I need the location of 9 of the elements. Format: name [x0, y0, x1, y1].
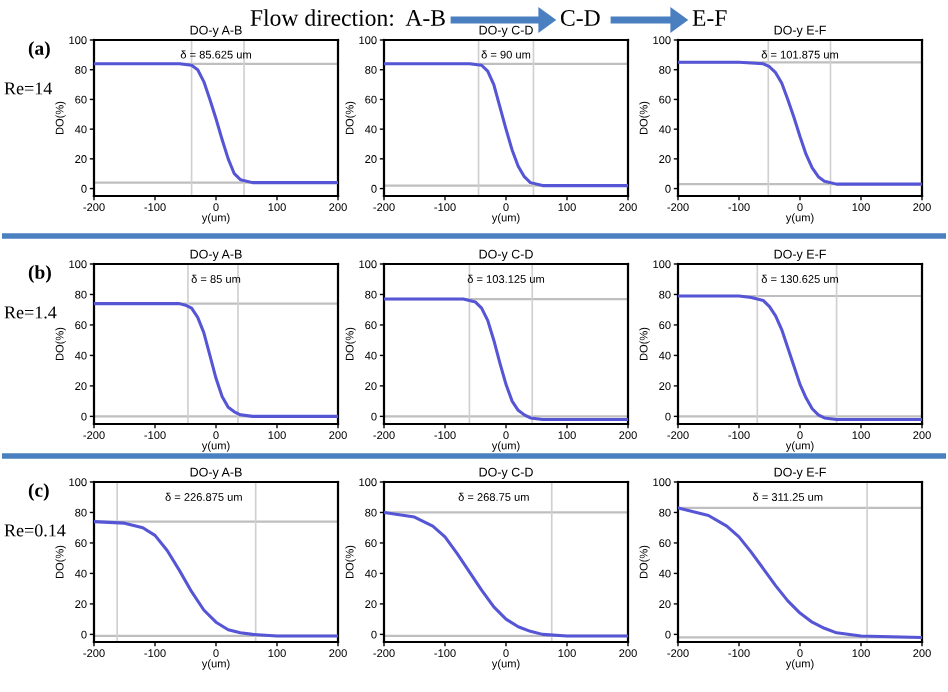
text: C-D — [560, 10, 600, 26]
text: Flow direction: A-B — [250, 9, 445, 27]
text: Re=0.14 — [4, 524, 66, 537]
text: (c) — [28, 483, 49, 501]
text: E-F — [692, 10, 727, 26]
text: Re=1.4 — [4, 306, 57, 319]
text: Re=14 — [4, 82, 53, 95]
text: (b) — [28, 265, 51, 283]
text: (a) — [28, 41, 50, 59]
